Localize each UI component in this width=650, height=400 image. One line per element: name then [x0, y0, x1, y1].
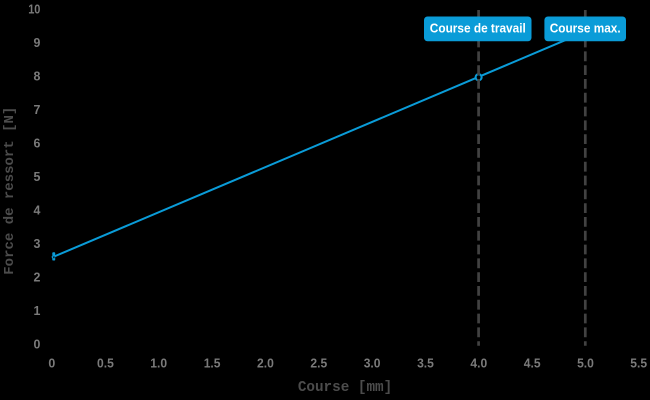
svg-text:7: 7 [34, 102, 41, 117]
svg-text:2.5: 2.5 [310, 356, 327, 371]
svg-text:5.5: 5.5 [630, 356, 647, 371]
svg-text:1.0: 1.0 [150, 356, 167, 371]
svg-text:4.5: 4.5 [524, 356, 541, 371]
svg-text:2: 2 [34, 270, 41, 285]
svg-text:6: 6 [34, 136, 41, 151]
svg-text:3: 3 [34, 236, 41, 251]
svg-text:8: 8 [34, 68, 41, 83]
svg-text:Force de ressort [N]: Force de ressort [N] [2, 107, 18, 275]
svg-text:4.0: 4.0 [470, 356, 487, 371]
svg-text:4: 4 [34, 203, 42, 218]
svg-text:2.0: 2.0 [257, 356, 274, 371]
svg-text:Course max.: Course max. [550, 21, 621, 36]
svg-text:10: 10 [28, 1, 40, 16]
svg-text:1: 1 [34, 303, 41, 318]
svg-text:Course de travail: Course de travail [430, 21, 526, 36]
svg-text:0: 0 [48, 356, 55, 371]
svg-text:1.5: 1.5 [204, 356, 221, 371]
svg-text:Course [mm]: Course [mm] [298, 380, 392, 396]
svg-text:3.0: 3.0 [364, 356, 381, 371]
svg-text:5.0: 5.0 [577, 356, 594, 371]
svg-text:0.5: 0.5 [97, 356, 114, 371]
svg-text:0: 0 [34, 337, 41, 352]
svg-text:3.5: 3.5 [417, 356, 434, 371]
svg-text:5: 5 [34, 169, 41, 184]
svg-text:9: 9 [34, 35, 41, 50]
